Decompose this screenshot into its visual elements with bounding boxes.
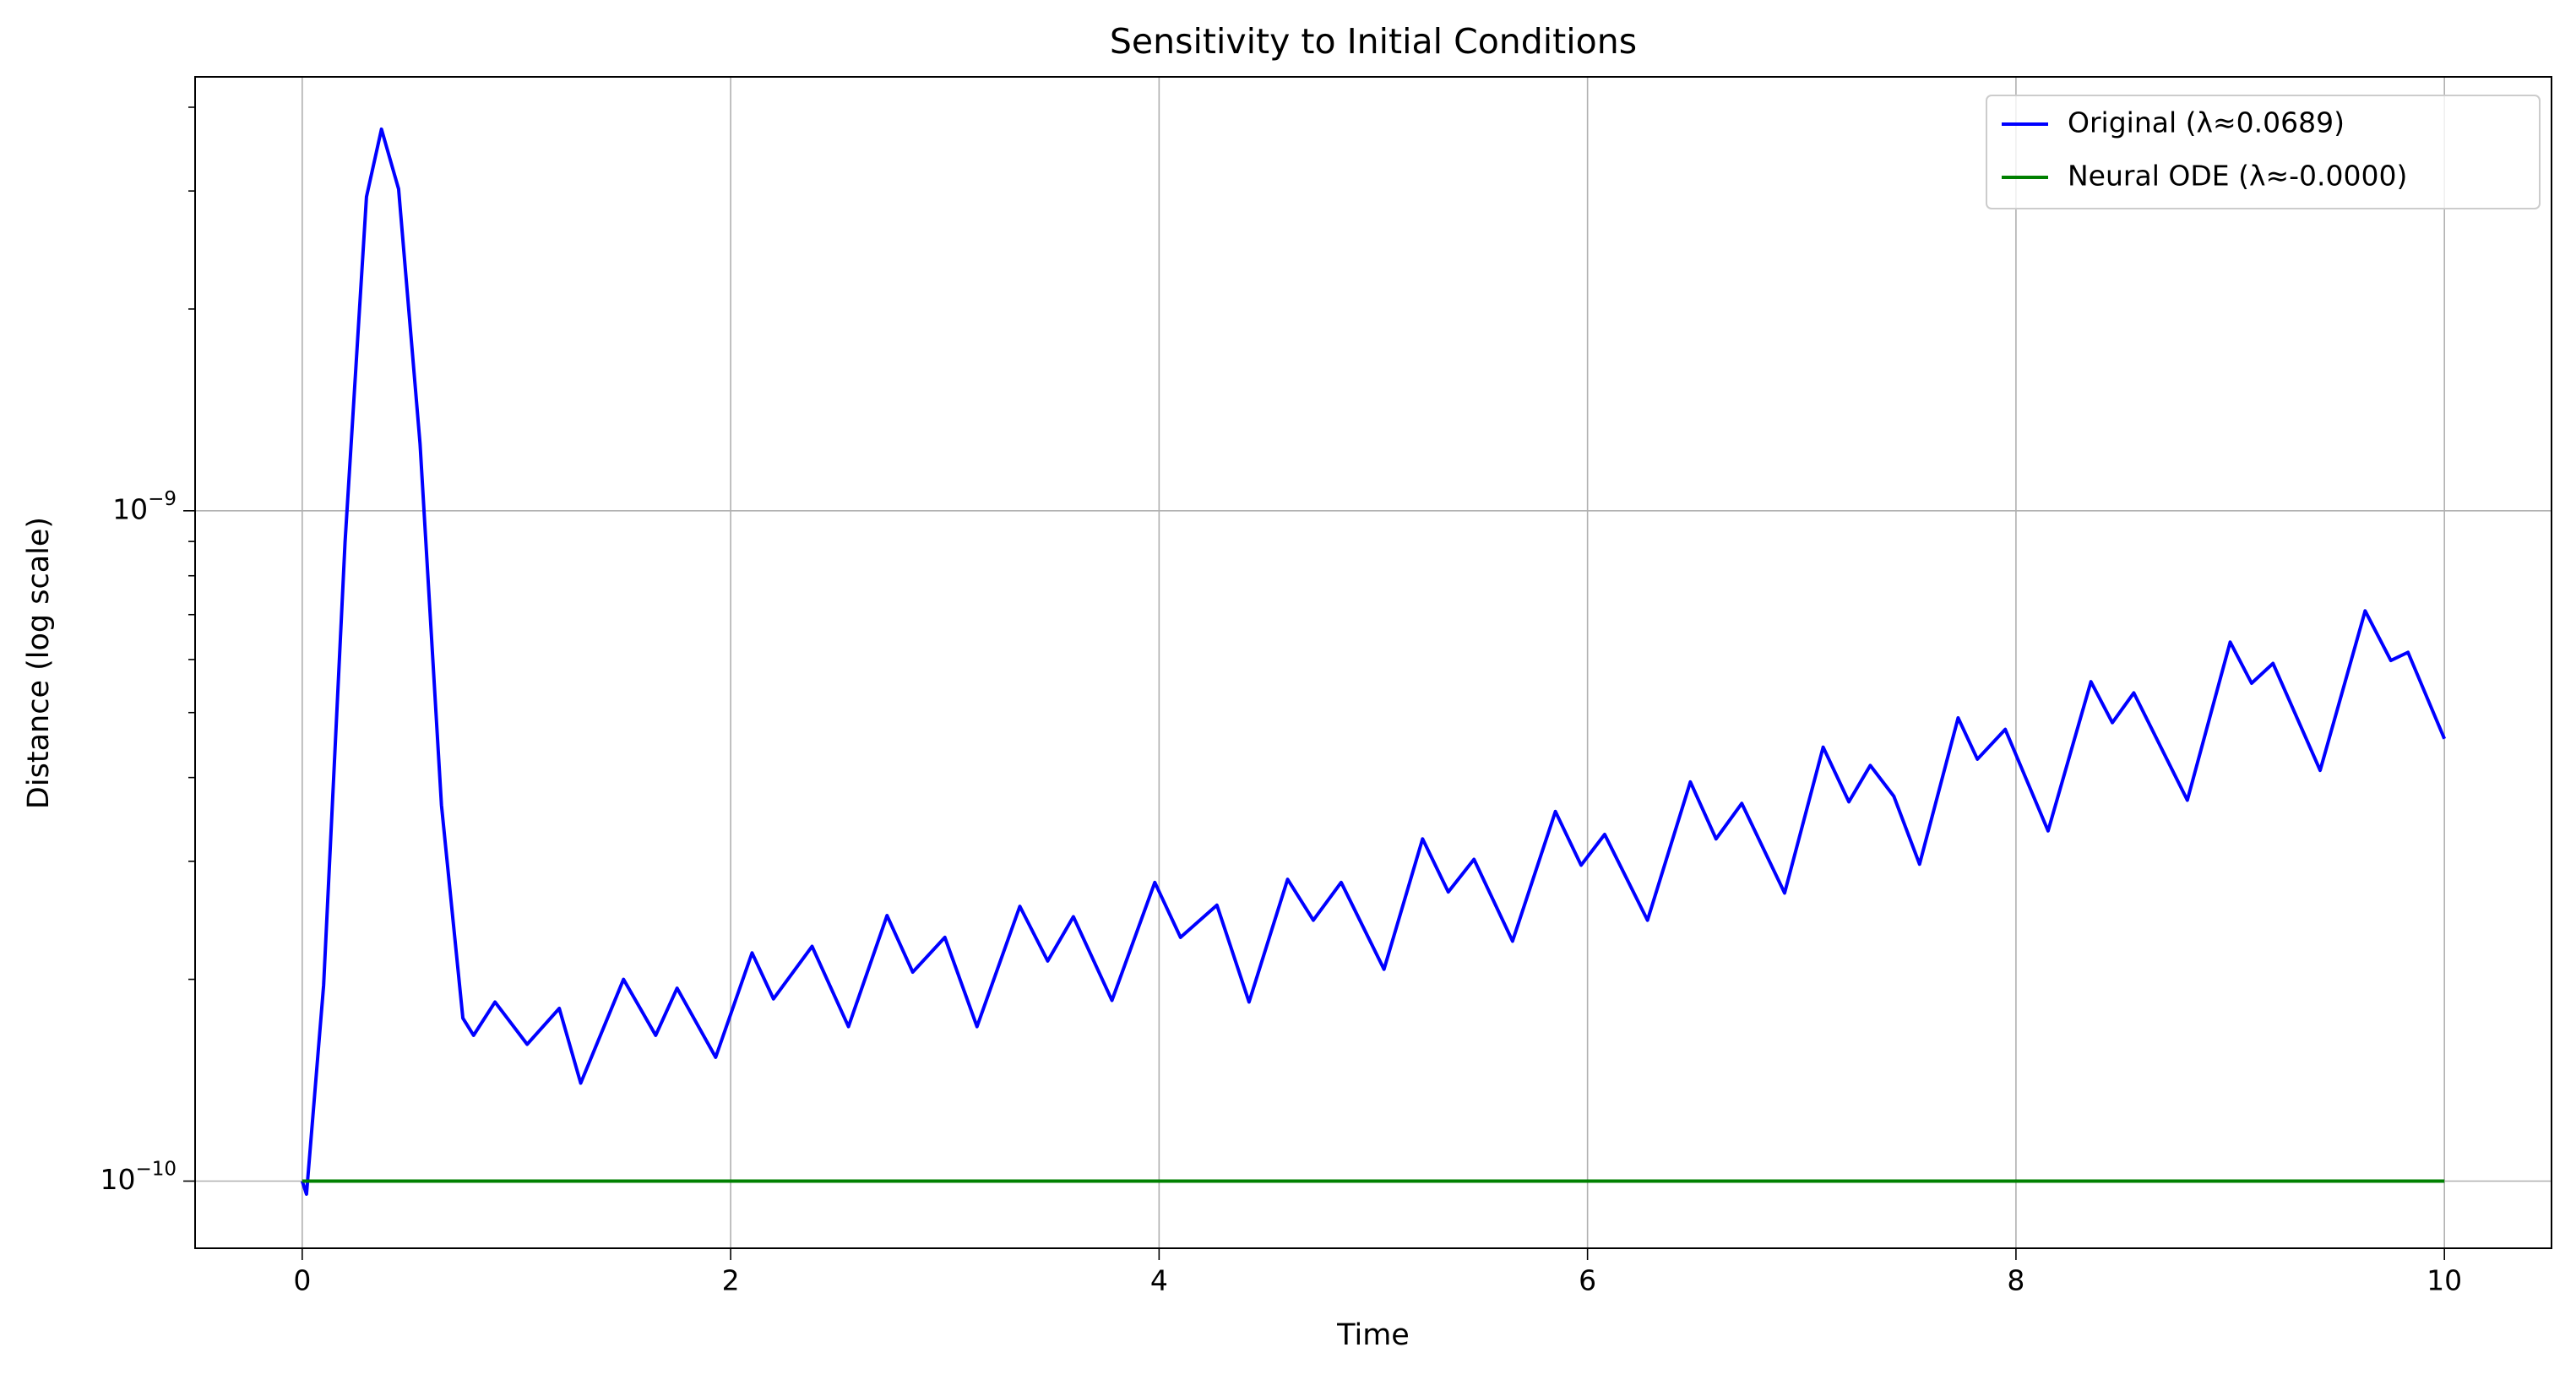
y-tick-label: 10−10 xyxy=(100,1158,177,1196)
y-tick-label: 10−9 xyxy=(112,487,177,525)
line-series xyxy=(300,127,2447,1196)
legend-box xyxy=(1986,95,2541,209)
x-tick-label: 2 xyxy=(722,1264,740,1297)
legend-label: Original (λ≈0.0689) xyxy=(2068,106,2345,139)
x-axis-label: Time xyxy=(1336,1318,1410,1352)
chart-title: Sensitivity to Initial Conditions xyxy=(1110,21,1637,62)
x-tick-label: 6 xyxy=(1579,1264,1596,1297)
x-tick-label: 0 xyxy=(293,1264,311,1297)
x-tick-label: 4 xyxy=(1150,1264,1168,1297)
x-tick-label: 8 xyxy=(2007,1264,2024,1297)
legend-label: Neural ODE (λ≈-0.0000) xyxy=(2068,160,2407,193)
plot-frame xyxy=(194,76,2552,1249)
y-axis-label: Distance (log scale) xyxy=(22,517,56,809)
x-tick-label: 10 xyxy=(2427,1264,2462,1297)
